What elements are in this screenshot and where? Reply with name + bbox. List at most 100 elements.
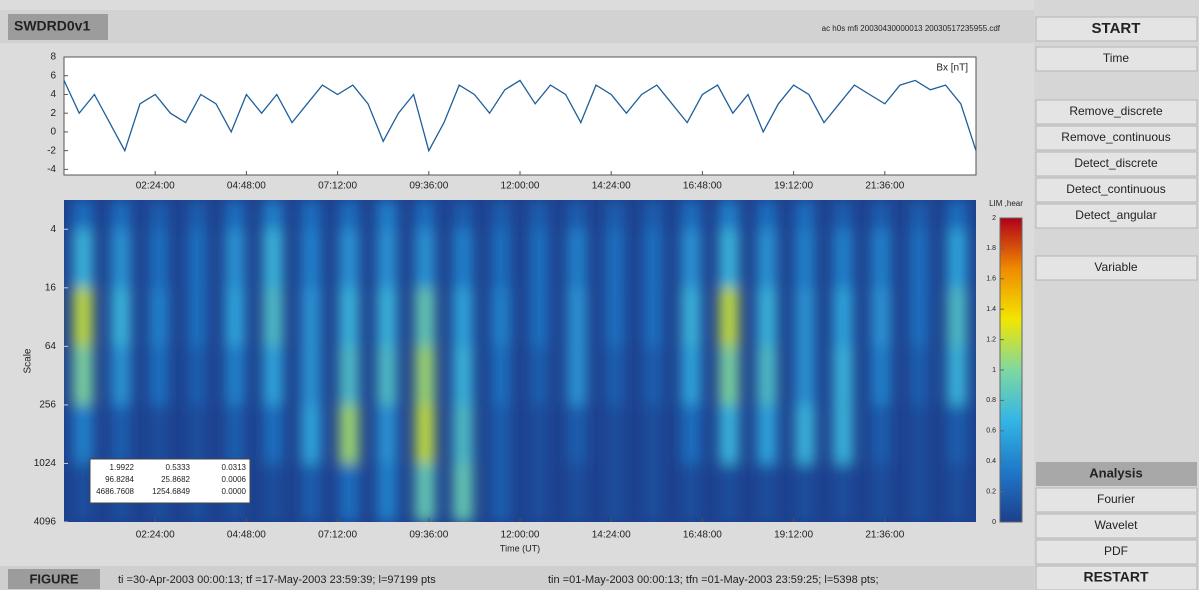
- heat-cell: [188, 346, 207, 405]
- heat-cell: [530, 288, 549, 347]
- x-tick-label: 14:24:00: [592, 181, 631, 192]
- heat-cell: [834, 200, 853, 229]
- heat-cell: [188, 405, 207, 464]
- heat-cell: [872, 200, 891, 229]
- x-tick-label: 16:48:00: [683, 181, 722, 192]
- heat-cell: [872, 229, 891, 288]
- colorbar-tick-label: 0.8: [986, 397, 996, 404]
- heat-cell: [416, 229, 435, 288]
- heat-cell: [796, 288, 815, 347]
- colorbar-tick-label: 1.4: [986, 306, 996, 313]
- heat-cell: [454, 346, 473, 405]
- heat-cell: [454, 463, 473, 522]
- heat-cell: [416, 405, 435, 464]
- heat-cell: [834, 463, 853, 522]
- heat-cell: [340, 200, 359, 229]
- y-tick-label: 0: [50, 127, 56, 138]
- heat-cell: [264, 405, 283, 464]
- heat-cell: [910, 405, 929, 464]
- heat-cell: [606, 463, 625, 522]
- status-window: tin =01-May-2003 00:00:13; tfn =01-May-2…: [548, 574, 879, 586]
- heat-cell: [606, 405, 625, 464]
- heat-cell: [606, 346, 625, 405]
- x-tick-label: 12:00:00: [501, 530, 540, 541]
- y-tick-label: -4: [47, 164, 56, 175]
- heat-cell: [682, 200, 701, 229]
- bx-plot-area: [64, 57, 976, 175]
- x-tick-label: 16:48:00: [683, 530, 722, 541]
- x-tick-label: 14:24:00: [592, 530, 631, 541]
- heat-cell: [568, 346, 587, 405]
- heat-cell: [948, 346, 967, 405]
- heat-cell: [682, 288, 701, 347]
- heat-cell: [264, 229, 283, 288]
- x-tick-label: 07:12:00: [318, 530, 357, 541]
- menu-button-label: Remove_continuous: [1061, 130, 1170, 144]
- heat-cell: [948, 200, 967, 229]
- heat-cell: [530, 463, 549, 522]
- heat-cell: [302, 463, 321, 522]
- file-name: ac h0s mfi 20030430000013 20030517235955…: [822, 24, 1001, 33]
- heat-cell: [150, 229, 169, 288]
- inset-cell: 4686.7608: [96, 487, 134, 496]
- heat-cell: [264, 200, 283, 229]
- heat-cell: [644, 288, 663, 347]
- heat-cell: [454, 200, 473, 229]
- inset-cell: 1.9922: [110, 463, 135, 472]
- heat-cell: [606, 200, 625, 229]
- heat-cell: [834, 288, 853, 347]
- heat-cell: [530, 229, 549, 288]
- app-window: SWDRD0v1 ac h0s mfi 20030430000013 20030…: [0, 0, 1199, 590]
- y-tick-label: 64: [45, 341, 57, 352]
- x-tick-label: 04:48:00: [227, 530, 266, 541]
- heat-cell: [150, 405, 169, 464]
- menu-button-label: Detect_angular: [1075, 208, 1156, 222]
- heat-cell: [758, 463, 777, 522]
- heat-cell: [416, 463, 435, 522]
- heat-cell: [112, 200, 131, 229]
- menu-button-label: Detect_discrete: [1074, 156, 1158, 170]
- heat-cell: [188, 288, 207, 347]
- heat-cell: [454, 405, 473, 464]
- heat-cell: [416, 200, 435, 229]
- heat-cell: [758, 229, 777, 288]
- heat-cell: [568, 229, 587, 288]
- x-tick-label: 02:24:00: [136, 530, 175, 541]
- heat-cell: [492, 288, 511, 347]
- menu-button-label: Remove_discrete: [1069, 104, 1163, 118]
- heat-cell: [492, 463, 511, 522]
- heat-cell: [378, 405, 397, 464]
- y-tick-label: 8: [50, 52, 56, 63]
- heat-cell: [872, 288, 891, 347]
- heat-cell: [910, 229, 929, 288]
- heat-cell: [378, 346, 397, 405]
- x-tick-label: 09:36:00: [409, 530, 448, 541]
- colorbar-label: LIM ,hear: [989, 199, 1023, 208]
- heat-cell: [74, 229, 93, 288]
- heat-cell: [112, 288, 131, 347]
- heat-cell: [530, 346, 549, 405]
- colorbar-tick-label: 0: [992, 519, 996, 526]
- heat-cell: [378, 288, 397, 347]
- heat-cell: [720, 405, 739, 464]
- heat-cell: [682, 463, 701, 522]
- y-tick-label: -2: [47, 145, 56, 156]
- heat-cell: [302, 346, 321, 405]
- x-tick-label: 02:24:00: [136, 181, 175, 192]
- colorbar-tick-label: 1.8: [986, 245, 996, 252]
- y-tick-label: 6: [50, 70, 56, 81]
- heat-cell: [378, 200, 397, 229]
- heat-cell: [910, 288, 929, 347]
- heat-cell: [378, 229, 397, 288]
- heat-cell: [112, 229, 131, 288]
- inset-cell: 96.8284: [105, 475, 134, 484]
- heat-cell: [492, 405, 511, 464]
- heat-cell: [758, 405, 777, 464]
- heat-cell: [872, 346, 891, 405]
- y-tick-label: 4096: [34, 517, 57, 528]
- x-tick-label: 07:12:00: [318, 181, 357, 192]
- heat-cell: [112, 346, 131, 405]
- heat-cell: [454, 229, 473, 288]
- heat-cell: [796, 405, 815, 464]
- heat-cell: [682, 229, 701, 288]
